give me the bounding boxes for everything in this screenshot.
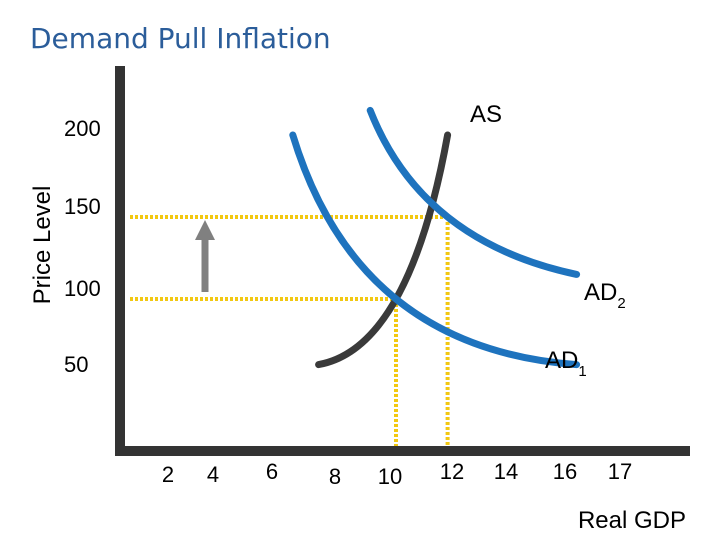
y-tick-label: 100 [64,276,101,301]
price-increase-arrow [195,220,215,292]
y-tick-label: 150 [64,194,101,219]
x-tick-label: 4 [207,462,219,487]
x-axis-label: Real GDP [578,507,686,534]
x-tick-label: 8 [329,464,341,489]
curve-label-ad1: AD1 [545,347,587,380]
x-tick-label: 2 [162,462,174,487]
curve-ad1 [289,131,581,369]
x-tick-label: 10 [378,464,402,489]
curve-label-ad2: AD2 [584,279,626,312]
x-tick-label: 17 [608,459,632,484]
equilibrium-guides [130,215,450,446]
chart-title: Demand Pull Inflation [30,22,331,55]
x-tick-labels: 2 4 6 8 10 12 14 16 17 [162,459,632,489]
x-tick-label: 6 [266,459,278,484]
curve-labels: AS AD1 AD2 [470,101,626,380]
y-tick-label: 50 [64,352,88,377]
x-tick-label: 16 [553,459,577,484]
x-tick-label: 12 [440,459,464,484]
arrow-head [195,220,215,240]
y-axis-label: Price Level [29,186,56,305]
curve-as [315,131,452,369]
curve-label-as: AS [470,101,502,128]
curves [289,106,581,369]
y-tick-labels: 50 100 150 200 [64,116,101,377]
curve-ad2 [366,106,581,278]
y-tick-label: 200 [64,116,101,141]
x-tick-label: 14 [494,459,518,484]
